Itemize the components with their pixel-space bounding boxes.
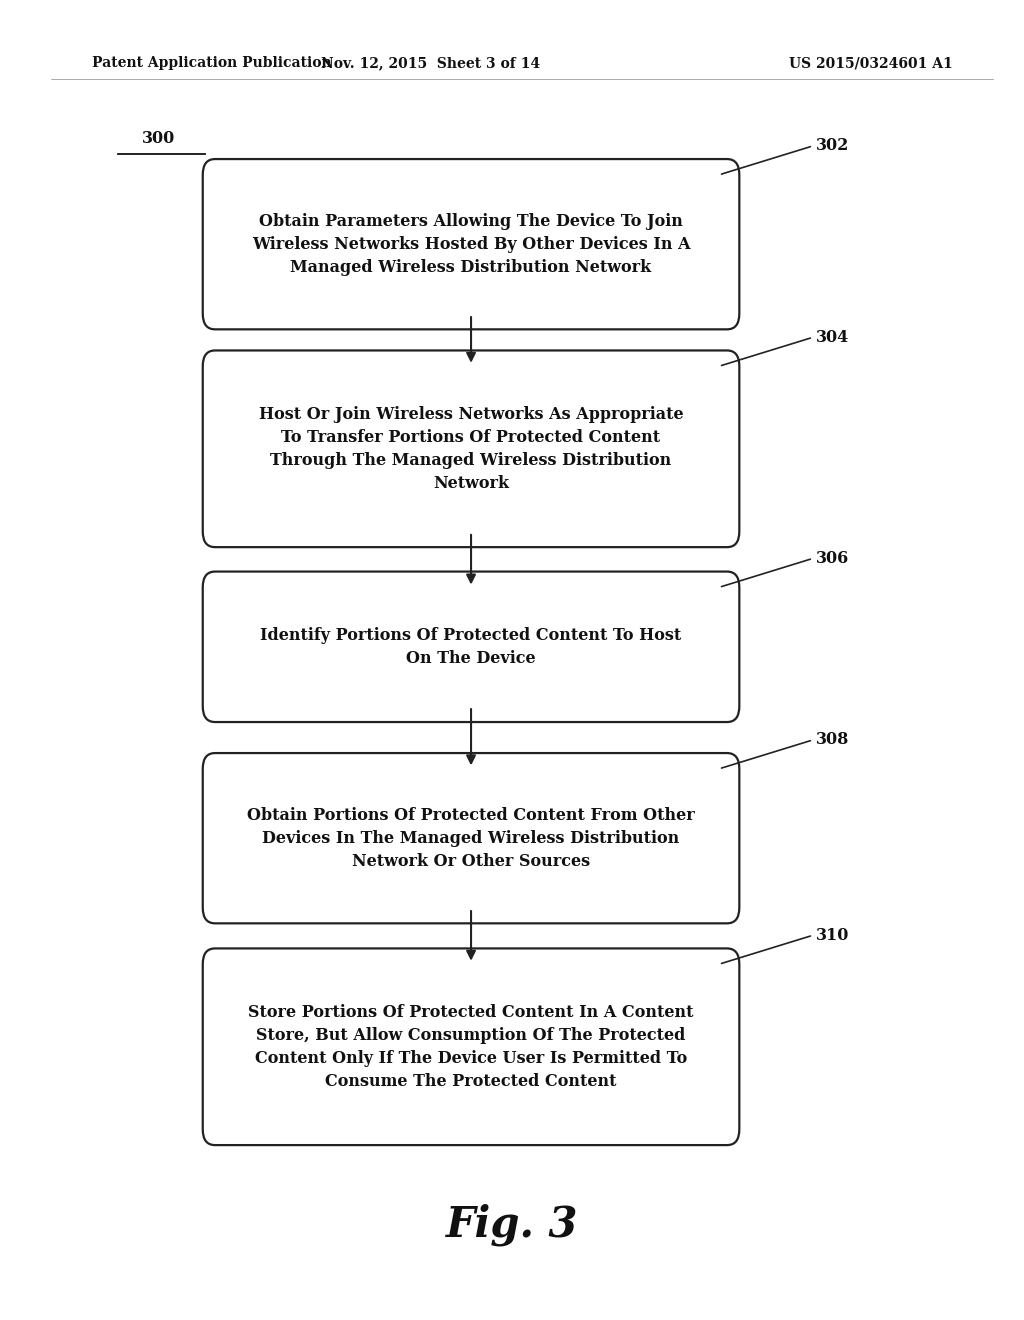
FancyBboxPatch shape — [203, 949, 739, 1146]
Text: 308: 308 — [816, 731, 850, 748]
Text: Patent Application Publication: Patent Application Publication — [92, 57, 332, 70]
Text: Obtain Parameters Allowing The Device To Join
Wireless Networks Hosted By Other : Obtain Parameters Allowing The Device To… — [252, 213, 690, 276]
FancyBboxPatch shape — [203, 351, 739, 546]
Text: Identify Portions Of Protected Content To Host
On The Device: Identify Portions Of Protected Content T… — [260, 627, 682, 667]
Text: Host Or Join Wireless Networks As Appropriate
To Transfer Portions Of Protected : Host Or Join Wireless Networks As Approp… — [259, 407, 683, 491]
Text: Nov. 12, 2015  Sheet 3 of 14: Nov. 12, 2015 Sheet 3 of 14 — [321, 57, 540, 70]
Text: Store Portions Of Protected Content In A Content
Store, But Allow Consumption Of: Store Portions Of Protected Content In A… — [248, 1005, 694, 1089]
Text: 300: 300 — [142, 131, 175, 147]
Text: 304: 304 — [816, 329, 849, 346]
FancyBboxPatch shape — [203, 158, 739, 329]
Text: 310: 310 — [816, 927, 850, 944]
Text: 306: 306 — [816, 550, 849, 566]
Text: 302: 302 — [816, 137, 850, 154]
Text: US 2015/0324601 A1: US 2015/0324601 A1 — [788, 57, 952, 70]
Text: Obtain Portions Of Protected Content From Other
Devices In The Managed Wireless : Obtain Portions Of Protected Content Fro… — [247, 807, 695, 870]
FancyBboxPatch shape — [203, 572, 739, 722]
FancyBboxPatch shape — [203, 752, 739, 924]
Text: Fig. 3: Fig. 3 — [445, 1204, 579, 1246]
